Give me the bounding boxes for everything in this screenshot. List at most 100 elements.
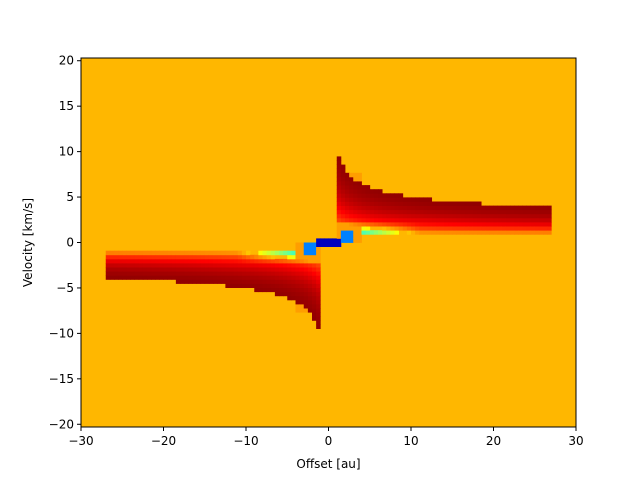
heatmap-cell [246,283,251,288]
heatmap-cell [340,234,346,239]
heatmap-cell [258,275,263,280]
heatmap-cell [283,291,288,297]
heatmap-cell [427,213,433,219]
heatmap-cell [543,217,548,223]
heatmap-cell [394,222,400,227]
heatmap-cell [130,267,136,272]
heatmap-cell [262,250,268,256]
heatmap-cell [390,197,395,202]
heatmap-cell [522,205,527,211]
heatmap-cell [378,189,383,194]
heatmap-cell [439,217,445,223]
heatmap-cell [270,271,276,276]
heatmap-cell [365,205,371,211]
heatmap-cell [283,250,288,256]
heatmap-cell [118,258,123,264]
heatmap-cell [369,222,375,227]
heatmap-cell [167,258,173,264]
heatmap-cell [369,201,375,206]
y-tick-label: −20 [49,417,74,431]
heatmap-cell [155,254,160,260]
heatmap-cell [204,271,210,276]
heatmap-cell [274,267,280,272]
heatmap-cell [316,291,321,297]
heatmap-cell [353,213,358,219]
heatmap-cell [279,287,284,293]
heatmap-cell [303,304,309,309]
heatmap-cell [382,205,387,211]
heatmap-cell [497,222,503,227]
heatmap-cell [262,287,268,293]
heatmap-cell [406,197,412,202]
heatmap-cell [394,193,400,198]
y-tick-label: −5 [56,281,74,295]
heatmap-cell [274,263,280,268]
heatmap-cell [361,189,367,194]
heatmap-cell [316,250,321,256]
heatmap-cell [188,267,193,272]
heatmap-cell [105,271,111,276]
heatmap-cell [361,209,367,215]
heatmap-cell [233,279,239,284]
heatmap-cell [530,205,536,211]
heatmap-cell [241,258,247,264]
heatmap-cell [427,197,433,202]
heatmap-cell [208,250,214,256]
heatmap-cell [357,201,362,206]
heatmap-cell [312,312,317,317]
heatmap-cell [246,275,251,280]
heatmap-cell [448,222,453,227]
heatmap-cell [349,197,354,202]
y-tick-label: 20 [59,54,74,68]
heatmap-cell [497,213,503,219]
heatmap-cell [270,267,276,272]
heatmap-cell [456,213,461,219]
heatmap-cell [415,217,420,223]
heatmap-cell [241,275,247,280]
heatmap-cell [258,267,263,272]
heatmap-cell [501,213,507,219]
heatmap-cell [328,242,334,247]
heatmap-cell [233,267,239,272]
heatmap-cell [493,230,499,235]
heatmap-cell [303,279,309,284]
heatmap-cell [225,250,230,256]
heatmap-cell [514,226,519,231]
heatmap-cell [303,250,309,256]
heatmap-cell [526,205,532,211]
heatmap-cell [349,201,354,206]
heatmap-cell [365,185,371,190]
heatmap-cell [353,172,358,178]
heatmap-cell [373,201,379,206]
heatmap-cell [361,226,367,231]
heatmap-cell [237,254,243,260]
heatmap-cell [316,254,321,260]
heatmap-cell [477,222,482,227]
heatmap-cell [316,304,321,309]
heatmap-cell [382,209,387,215]
heatmap-cell [237,258,243,264]
heatmap-cell [237,263,243,268]
heatmap-cell [316,246,321,252]
heatmap-cell [534,226,540,231]
y-tick-label: 15 [59,99,74,113]
heatmap-cell [250,258,255,264]
heatmap-cell [353,201,358,206]
heatmap-cell [460,226,466,231]
heatmap-cell [464,226,470,231]
heatmap-cell [196,250,202,256]
heatmap-cell [184,258,189,264]
x-axis-ticks: −30 −20 −10 0 10 20 30 [68,427,584,448]
heatmap-cell [369,209,375,215]
heatmap-cell [340,185,346,190]
heatmap-cell [382,226,387,231]
heatmap-cell [382,217,387,223]
heatmap-cell [303,246,309,252]
heatmap-cell [357,205,362,211]
heatmap-cell [287,263,292,268]
heatmap-cell [336,213,342,219]
heatmap-cell [398,197,404,202]
heatmap-cell [390,193,395,198]
heatmap-cell [175,267,181,272]
heatmap-cell [299,308,305,313]
